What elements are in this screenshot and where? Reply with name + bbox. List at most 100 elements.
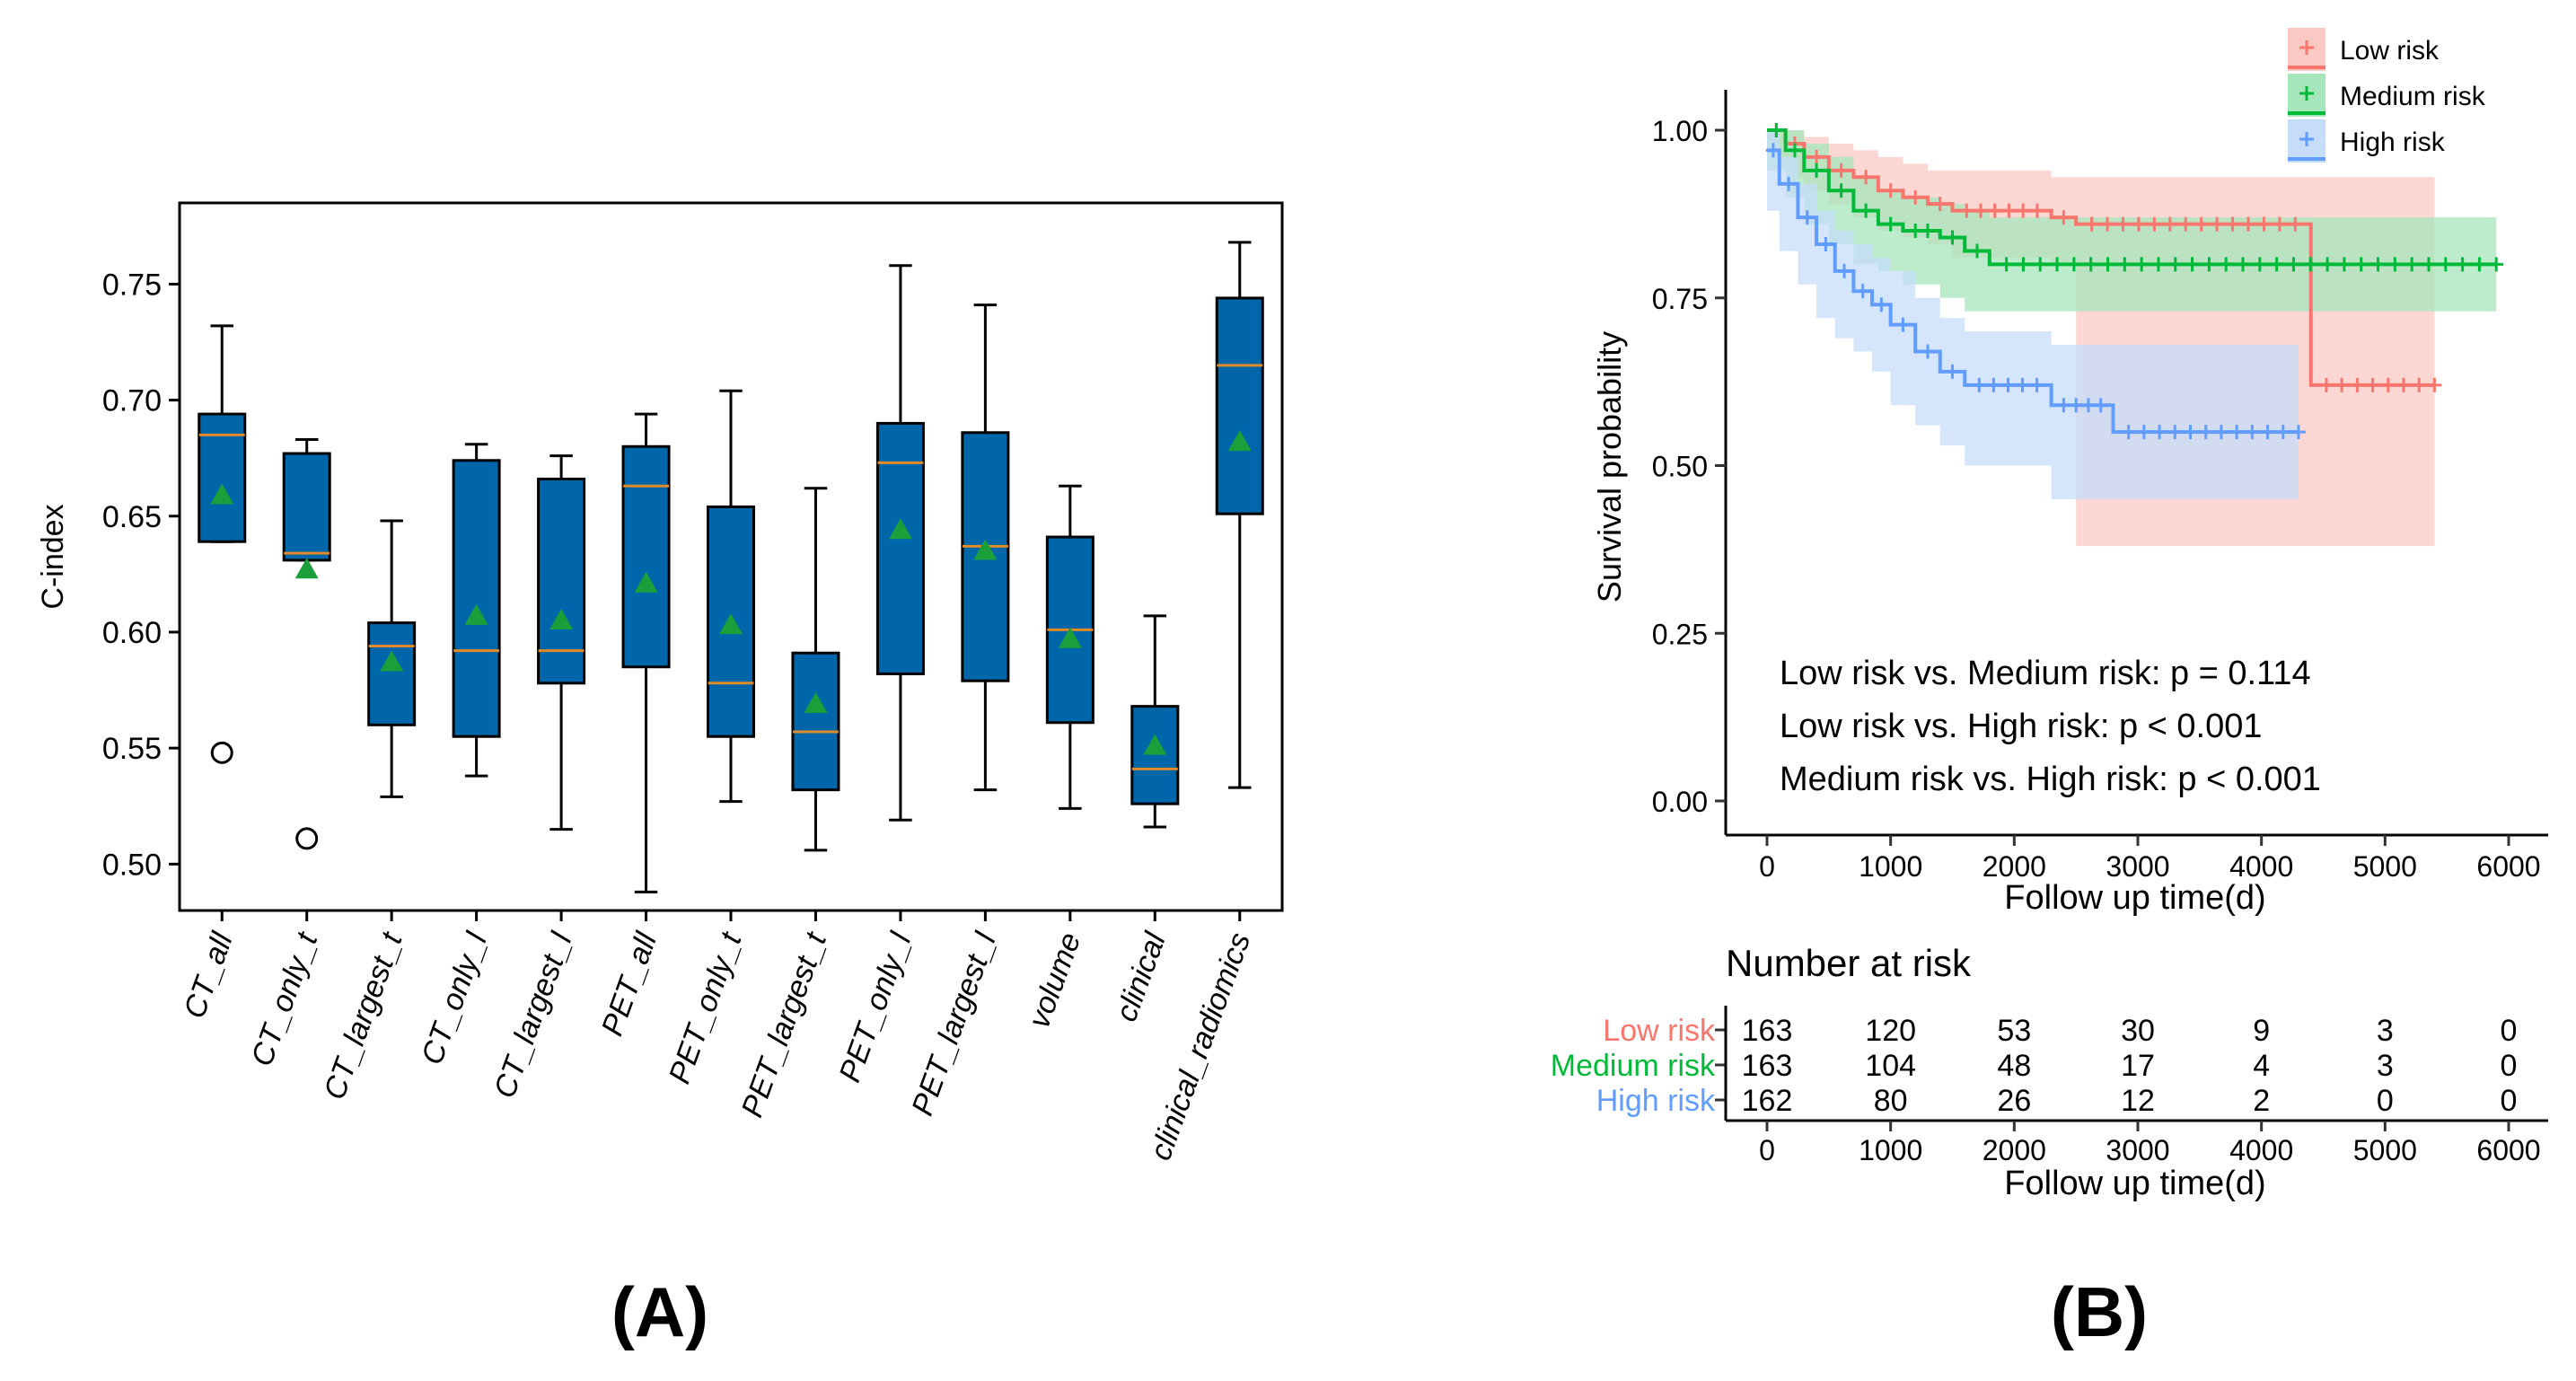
censor-mark xyxy=(2050,257,2065,272)
outlier-marker xyxy=(295,827,319,850)
x-tick-label: PET_all xyxy=(595,927,664,1040)
censor-mark xyxy=(2396,377,2411,392)
y-tick-label: 0.70 xyxy=(102,384,162,418)
pvalue-annotation: Low risk vs. High risk: p < 0.001 xyxy=(1780,708,2263,745)
censor-mark xyxy=(2286,257,2301,272)
risk-x-tick-label: 2000 xyxy=(1983,1134,2046,1166)
x-tick-label: PET_largest_l xyxy=(905,927,1003,1120)
risk-count: 30 xyxy=(2121,1014,2155,1048)
box xyxy=(1215,296,1264,515)
censor-mark xyxy=(2269,257,2284,272)
boxplot-x-axis: CT_all CT_only_tCT_largest_t CT_only_lCT_l… xyxy=(177,910,1257,1165)
censor-mark xyxy=(2290,425,2306,440)
legend: Low risk Medium risk High risk xyxy=(2288,28,2486,163)
risk-count: 48 xyxy=(1997,1049,2031,1083)
censor-mark xyxy=(2100,216,2115,232)
censor-mark xyxy=(2210,216,2225,232)
risk-count: 162 xyxy=(1742,1084,1793,1118)
legend-key-cross xyxy=(2299,132,2314,146)
box xyxy=(791,651,840,792)
mean-marker xyxy=(719,613,743,635)
y-tick-label: 0.55 xyxy=(102,732,162,766)
censor-mark xyxy=(1769,123,1784,137)
mean-marker xyxy=(1143,734,1167,755)
x-tick-label: 4000 xyxy=(2229,850,2293,883)
mean-marker xyxy=(380,650,404,672)
risk-count: 9 xyxy=(2253,1014,2270,1048)
censor-mark xyxy=(1799,210,1815,225)
pvalue-annotations: Low risk vs. Medium risk: p = 0.114 Low r… xyxy=(1780,655,2321,798)
censor-mark xyxy=(2472,257,2487,272)
boxplot-ylabel: C-index xyxy=(36,504,70,609)
censor-mark xyxy=(1781,176,1797,191)
x-tick-label: 2000 xyxy=(1983,850,2046,883)
censor-mark xyxy=(1973,203,1988,218)
mean-marker xyxy=(1058,627,1082,648)
x-tick-label: volume xyxy=(1022,928,1087,1033)
x-tick-label: 6000 xyxy=(2476,850,2540,883)
censor-mark xyxy=(2100,257,2115,272)
censor-mark xyxy=(2421,257,2436,272)
x-tick-label: PET_only_t xyxy=(663,927,749,1088)
panel-label-b: (B) xyxy=(2051,1272,2148,1351)
censor-mark xyxy=(1987,203,2002,218)
risk-count: 0 xyxy=(2501,1084,2518,1118)
x-tick-label: CT_only_t xyxy=(244,927,324,1070)
mean-marker xyxy=(634,571,658,593)
risk-x-tick-label: 5000 xyxy=(2353,1134,2417,1166)
box xyxy=(621,444,671,669)
censor-mark xyxy=(1833,183,1849,198)
censor-mark xyxy=(2365,377,2380,392)
censor-mark xyxy=(2427,377,2442,392)
risk-row-label: High risk xyxy=(1596,1084,1716,1118)
censor-mark xyxy=(2405,257,2420,272)
y-tick-label: 0.75 xyxy=(1652,283,1708,315)
boxplot-y-axis: 0.50 0.55 0.60 0.65 0.70 0.75 xyxy=(102,268,180,882)
legend-key-cross xyxy=(2299,86,2314,101)
censor-mark xyxy=(2015,377,2030,392)
censor-mark xyxy=(1818,236,1833,251)
censor-mark xyxy=(2121,425,2136,440)
censor-mark xyxy=(1945,364,1960,379)
x-tick-label: 1000 xyxy=(1859,850,1922,883)
censor-mark xyxy=(2185,257,2200,272)
censor-mark xyxy=(2001,203,2017,218)
risk-count: 26 xyxy=(1997,1084,2031,1118)
risk-count: 163 xyxy=(1742,1014,1793,1048)
survival-panel: 0.000.250.500.751.00 0 1000 2000 3000 4000 50… xyxy=(1551,28,2548,1351)
censor-mark xyxy=(2334,377,2350,392)
censor-mark xyxy=(2183,425,2198,440)
censor-mark xyxy=(1986,377,2001,392)
legend-key-cross xyxy=(2299,40,2314,55)
censor-mark xyxy=(2194,216,2209,232)
risk-x-tick-label: 1000 xyxy=(1859,1134,1922,1166)
mean-marker xyxy=(888,518,912,540)
risk-row-label: Medium risk xyxy=(1551,1049,1716,1083)
mean-marker xyxy=(973,539,998,560)
confidence-band xyxy=(1767,130,2299,499)
censor-mark xyxy=(2029,203,2044,218)
censor-mark xyxy=(1809,149,1824,164)
risk-count: 0 xyxy=(2377,1084,2394,1118)
censor-mark xyxy=(1908,189,1923,205)
risk-table-x-axis: 0 1000 2000 3000 4000 5000 6000 xyxy=(1759,1121,2541,1166)
censor-mark xyxy=(2370,257,2386,272)
x-tick-label: 5000 xyxy=(2353,850,2417,883)
censor-mark xyxy=(1932,197,1947,212)
censor-mark xyxy=(1833,163,1849,178)
risk-count: 2 xyxy=(2253,1084,2270,1118)
box xyxy=(282,452,331,562)
censor-mark xyxy=(2318,377,2334,392)
censor-mark xyxy=(2236,257,2251,272)
censor-mark xyxy=(2136,425,2151,440)
censor-mark xyxy=(2438,257,2453,272)
censor-mark xyxy=(2380,377,2396,392)
censor-mark xyxy=(2016,203,2031,218)
censor-mark xyxy=(2225,216,2240,232)
censor-mark xyxy=(2016,257,2031,272)
x-tick-label: PET_largest_t xyxy=(735,927,834,1122)
censor-mark xyxy=(2272,216,2287,232)
censor-mark xyxy=(2056,210,2071,225)
censor-mark xyxy=(2213,425,2229,440)
censor-mark xyxy=(2056,398,2071,413)
